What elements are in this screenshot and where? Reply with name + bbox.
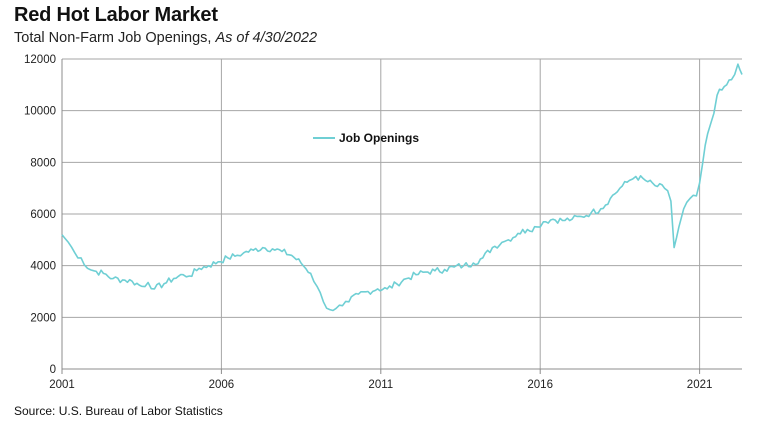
subtitle-as-of-date: As of 4/30/2022 xyxy=(215,30,318,46)
y-tick-label: 12000 xyxy=(24,54,56,66)
x-tick-label: 2011 xyxy=(368,379,393,391)
x-tick-label: 2016 xyxy=(527,379,553,391)
chart-subtitle: Total Non-Farm Job Openings, As of 4/30/… xyxy=(14,30,317,46)
subtitle-main: Total Non-Farm Job Openings, xyxy=(14,30,216,46)
x-tick-label: 2006 xyxy=(209,379,235,391)
y-tick-label: 2000 xyxy=(30,312,56,324)
y-tick-label: 6000 xyxy=(30,209,56,221)
y-tick-label: 0 xyxy=(50,364,56,376)
source-note: Source: U.S. Bureau of Labor Statistics xyxy=(14,404,223,418)
y-tick-label: 8000 xyxy=(30,157,56,169)
x-tick-label: 2001 xyxy=(49,379,75,391)
y-tick-label: 4000 xyxy=(30,261,56,273)
x-tick-label: 2021 xyxy=(687,379,713,391)
y-tick-label: 10000 xyxy=(24,106,56,118)
legend-label-job-openings: Job Openings xyxy=(339,131,419,145)
chart-title: Red Hot Labor Market xyxy=(14,4,218,26)
series-line-job-openings xyxy=(61,63,743,312)
